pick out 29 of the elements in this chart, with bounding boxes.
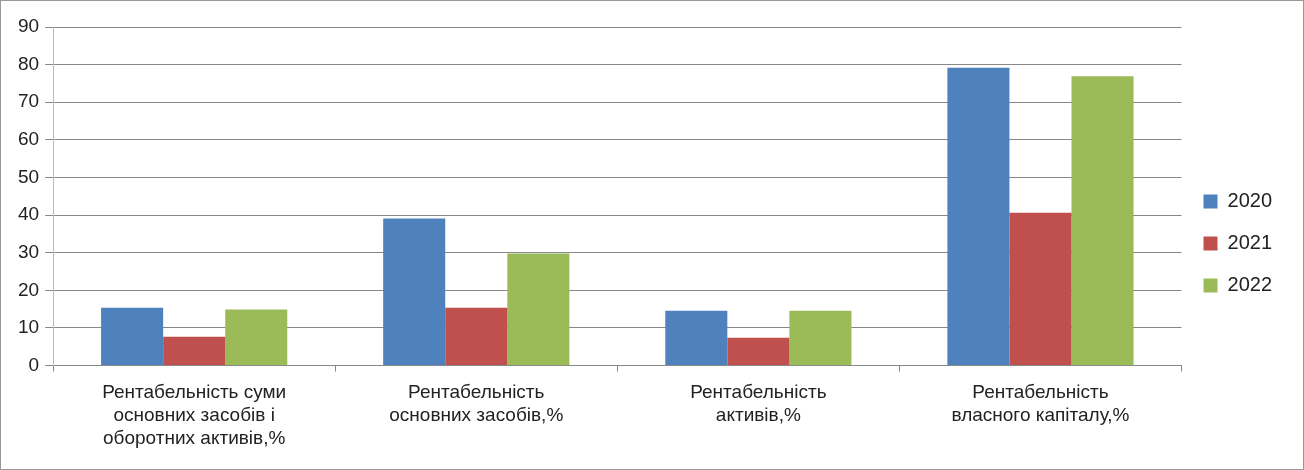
legend-label: 2022 bbox=[1227, 273, 1273, 296]
bar bbox=[1009, 212, 1072, 366]
y-tick-label: 30 bbox=[17, 240, 40, 262]
bar bbox=[383, 218, 446, 366]
x-tick-label: Рентабельність суми основних засобів і оборотних активів,% bbox=[102, 381, 287, 448]
bar bbox=[225, 309, 288, 366]
y-tick-label: 70 bbox=[17, 90, 40, 112]
y-tick-label: 10 bbox=[17, 316, 40, 338]
y-tick-label: 80 bbox=[17, 52, 40, 74]
y-tick-label: 20 bbox=[17, 278, 40, 300]
y-tick-label: 90 bbox=[17, 15, 40, 37]
bar bbox=[1071, 76, 1134, 366]
bar bbox=[947, 67, 1010, 366]
bar bbox=[727, 337, 790, 366]
y-tick-label: 0 bbox=[28, 353, 40, 375]
bar bbox=[507, 253, 570, 366]
bar bbox=[163, 336, 226, 366]
y-tick-label: 50 bbox=[17, 165, 40, 187]
x-tick-label: Рентабельність основних засобів,% bbox=[389, 381, 564, 426]
bar bbox=[789, 310, 852, 366]
bar bbox=[101, 307, 164, 366]
bar bbox=[665, 310, 728, 366]
legend-label: 2020 bbox=[1227, 189, 1273, 212]
x-tick-label: Рентабельність власного капіталу,% bbox=[951, 381, 1130, 426]
y-tick-label: 60 bbox=[17, 128, 40, 150]
bar bbox=[445, 307, 508, 366]
x-tick-label: Рентабельність активів,% bbox=[690, 381, 827, 426]
y-tick-label: 40 bbox=[17, 203, 40, 225]
legend-label: 2021 bbox=[1227, 231, 1273, 254]
